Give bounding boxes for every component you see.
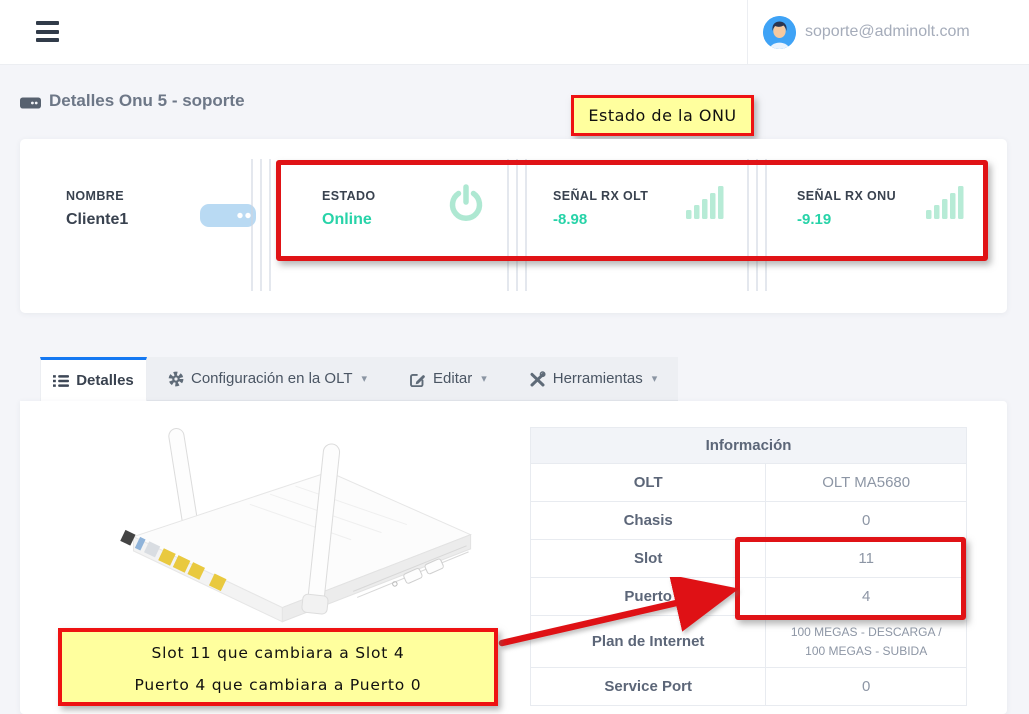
estado-callout: Estado de la ONU	[571, 95, 754, 136]
status-card: NOMBRE Cliente1 ESTADO Online SEÑAL RX O…	[20, 139, 1007, 313]
row-label: Plan de Internet	[529, 615, 767, 668]
card-separator	[507, 159, 529, 291]
onu-device-icon	[20, 97, 41, 108]
estado-block: ESTADO Online	[322, 189, 376, 229]
modem-icon	[200, 204, 256, 227]
card-separator	[747, 159, 769, 291]
estado-label: ESTADO	[322, 189, 376, 203]
rx-onu-block: SEÑAL RX ONU -9.19	[797, 189, 896, 228]
nombre-label: NOMBRE	[66, 189, 124, 203]
onu-product-image	[120, 428, 472, 623]
page-title-text: Detalles Onu 5 - soporte	[49, 91, 245, 110]
card-separator	[251, 159, 273, 291]
table-row: Plan de Internet 100 MEGAS - DESCARGA / …	[529, 615, 967, 668]
user-menu[interactable]: soporte@adminolt.com	[747, 0, 1029, 64]
table-header: Información	[530, 427, 967, 464]
rx-olt-label: SEÑAL RX OLT	[553, 189, 649, 203]
avatar	[763, 15, 796, 49]
table-header-row: Información	[530, 427, 967, 464]
user-email: soporte@adminolt.com	[805, 23, 970, 40]
signal-bars-icon	[926, 186, 964, 219]
chevron-down-icon: ▾	[651, 373, 658, 385]
edit-icon	[410, 373, 425, 387]
row-label: Slot	[529, 539, 767, 578]
table-row: Service Port 0	[529, 667, 967, 706]
tab-herramientas[interactable]: Herramientas ▾	[508, 357, 679, 400]
tabs-strip: Configuración en la OLT ▾ Editar ▾ Herra…	[147, 357, 679, 401]
slot-puerto-callout: Slot 11 que cambiara a Slot 4 Puerto 4 q…	[58, 628, 498, 706]
table-row: Chasis 0	[529, 501, 967, 540]
row-label: OLT	[529, 463, 767, 502]
row-value: 0	[765, 667, 967, 706]
power-icon	[449, 184, 483, 221]
info-table: Información OLT OLT MA5680 Chasis 0 Slot…	[529, 427, 967, 706]
topbar: soporte@adminolt.com	[0, 0, 1029, 65]
row-label: Service Port	[529, 667, 767, 706]
row-value: 0	[765, 501, 967, 540]
row-value: 4	[765, 577, 967, 616]
rx-onu-value: -9.19	[797, 211, 832, 228]
chevron-down-icon: ▾	[481, 373, 487, 385]
rx-olt-value: -8.98	[553, 211, 588, 228]
row-label: Chasis	[529, 501, 767, 540]
tab-configuracion-olt[interactable]: Configuración en la OLT ▾	[147, 357, 388, 400]
estado-value: Online	[322, 211, 372, 228]
table-row: Puerto 4	[529, 577, 967, 616]
table-row: OLT OLT MA5680	[529, 463, 967, 502]
rx-olt-block: SEÑAL RX OLT -8.98	[553, 189, 648, 228]
row-label: Puerto	[529, 577, 767, 616]
table-row: Slot 11	[529, 539, 967, 578]
rx-onu-label: SEÑAL RX ONU	[797, 189, 897, 203]
signal-bars-icon	[686, 186, 724, 219]
gear-icon	[168, 371, 184, 386]
row-value: 100 MEGAS - DESCARGA / 100 MEGAS - SUBID…	[765, 615, 967, 668]
menu-toggle-icon[interactable]	[36, 21, 60, 44]
tab-detalles[interactable]: Detalles	[40, 357, 147, 401]
chevron-down-icon: ▾	[361, 373, 368, 385]
nombre-block: NOMBRE Cliente1	[66, 189, 128, 229]
list-icon	[53, 374, 70, 387]
row-value: 11	[765, 539, 967, 578]
tools-icon	[530, 370, 546, 386]
row-value: OLT MA5680	[765, 463, 967, 502]
nombre-value: Cliente1	[66, 211, 129, 228]
tab-editar[interactable]: Editar ▾	[388, 357, 508, 400]
page-title: Detalles Onu 5 - soporte	[20, 91, 245, 111]
avatar-face-icon	[763, 15, 796, 49]
